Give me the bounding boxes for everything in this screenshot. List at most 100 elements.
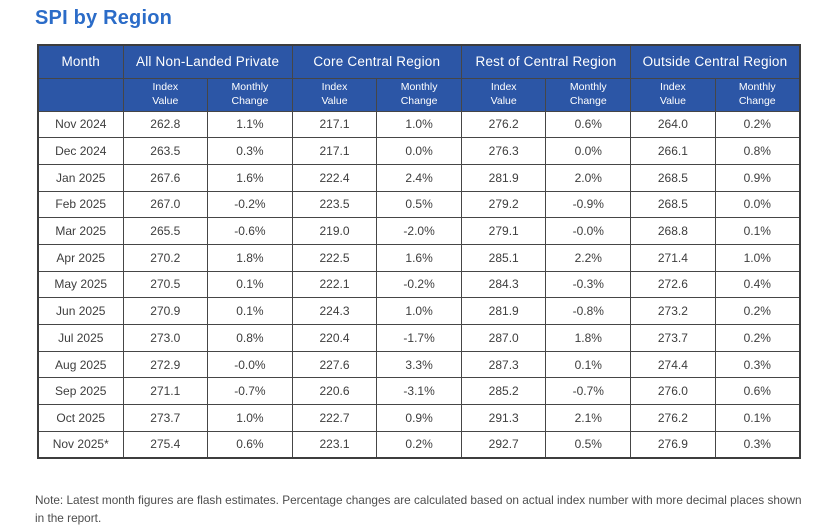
index-value-cell: 279.1 xyxy=(460,217,547,245)
monthly-change-cell: 0.9% xyxy=(714,163,801,192)
monthly-change-cell: -0.8% xyxy=(545,297,632,325)
monthly-change-cell: -0.9% xyxy=(545,190,632,219)
index-value-cell: 263.5 xyxy=(122,137,209,165)
index-value-cell: 276.9 xyxy=(630,430,716,459)
index-value-cell: 276.3 xyxy=(460,137,547,165)
index-value-cell: 271.4 xyxy=(630,243,716,272)
index-value-cell: 217.1 xyxy=(291,137,378,165)
index-value-cell: 276.2 xyxy=(630,404,716,432)
monthly-change-cell: -0.7% xyxy=(545,377,632,406)
monthly-change-cell: -1.7% xyxy=(376,324,462,352)
index-value-cell: 219.0 xyxy=(291,217,378,245)
index-value-cell: 267.6 xyxy=(122,163,209,192)
monthly-change-cell: -0.6% xyxy=(207,217,293,245)
month-cell: Jan 2025 xyxy=(37,163,124,192)
month-cell: Mar 2025 xyxy=(37,217,124,245)
subheader-monthly-change: Monthly Change xyxy=(545,77,632,112)
month-cell: Feb 2025 xyxy=(37,190,124,219)
month-column-subheader-empty xyxy=(37,77,124,112)
index-value-cell: 222.7 xyxy=(291,404,378,432)
monthly-change-cell: 1.8% xyxy=(545,324,632,352)
monthly-change-cell: 0.5% xyxy=(376,190,462,219)
monthly-change-cell: -0.7% xyxy=(207,377,293,406)
monthly-change-cell: 3.3% xyxy=(376,350,462,379)
month-cell: Apr 2025 xyxy=(37,243,124,272)
index-value-cell: 272.9 xyxy=(122,350,209,379)
month-cell: Dec 2024 xyxy=(37,137,124,165)
group-header-outside-central-region: Outside Central Region xyxy=(630,44,801,79)
index-value-cell: 266.1 xyxy=(630,137,716,165)
monthly-change-cell: -0.2% xyxy=(376,270,462,299)
monthly-change-cell: 0.0% xyxy=(714,190,801,219)
group-header-row: Month All Non-Landed Private Core Centra… xyxy=(37,44,801,79)
index-value-cell: 271.1 xyxy=(122,377,209,406)
index-value-cell: 284.3 xyxy=(460,270,547,299)
table-row: May 2025 270.5 0.1% 222.1 -0.2% 284.3 -0.3% 272… xyxy=(37,270,801,299)
index-value-cell: 285.2 xyxy=(460,377,547,406)
group-header-all-non-landed-private: All Non-Landed Private xyxy=(122,44,293,79)
monthly-change-cell: 0.8% xyxy=(714,137,801,165)
table-row: Nov 2024 262.8 1.1% 217.1 1.0% 276.2 0.6% 264.0… xyxy=(37,110,801,139)
index-value-cell: 268.8 xyxy=(630,217,716,245)
month-cell: Oct 2025 xyxy=(37,404,124,432)
monthly-change-cell: 0.1% xyxy=(545,350,632,379)
subheader-index-value: Index Value xyxy=(122,77,209,112)
monthly-change-cell: 0.2% xyxy=(714,110,801,139)
index-value-cell: 292.7 xyxy=(460,430,547,459)
monthly-change-cell: 1.6% xyxy=(376,243,462,272)
month-cell: Jun 2025 xyxy=(37,297,124,325)
monthly-change-cell: 0.4% xyxy=(714,270,801,299)
table-row: Jan 2025 267.6 1.6% 222.4 2.4% 281.9 2.0% 268.5… xyxy=(37,163,801,192)
monthly-change-cell: 0.3% xyxy=(714,350,801,379)
monthly-change-cell: -0.3% xyxy=(545,270,632,299)
month-cell: Jul 2025 xyxy=(37,324,124,352)
index-value-cell: 270.9 xyxy=(122,297,209,325)
index-value-cell: 268.5 xyxy=(630,163,716,192)
monthly-change-cell: 0.9% xyxy=(376,404,462,432)
monthly-change-cell: 2.2% xyxy=(545,243,632,272)
monthly-change-cell: 0.2% xyxy=(714,297,801,325)
monthly-change-cell: 1.6% xyxy=(207,163,293,192)
monthly-change-cell: -0.0% xyxy=(207,350,293,379)
monthly-change-cell: 1.0% xyxy=(207,404,293,432)
month-cell: Nov 2024 xyxy=(37,110,124,139)
monthly-change-cell: 0.6% xyxy=(207,430,293,459)
monthly-change-cell: 0.3% xyxy=(207,137,293,165)
month-column-header: Month xyxy=(37,44,124,79)
monthly-change-cell: 0.6% xyxy=(545,110,632,139)
index-value-cell: 223.5 xyxy=(291,190,378,219)
monthly-change-cell: 0.1% xyxy=(207,270,293,299)
monthly-change-cell: 1.0% xyxy=(376,110,462,139)
index-value-cell: 281.9 xyxy=(460,163,547,192)
monthly-change-cell: 0.1% xyxy=(207,297,293,325)
monthly-change-cell: 0.0% xyxy=(545,137,632,165)
index-value-cell: 279.2 xyxy=(460,190,547,219)
spi-by-region-table: Month All Non-Landed Private Core Centra… xyxy=(37,44,801,459)
subheader-index-value: Index Value xyxy=(460,77,547,112)
index-value-cell: 291.3 xyxy=(460,404,547,432)
group-header-core-central-region: Core Central Region xyxy=(291,44,462,79)
monthly-change-cell: 1.0% xyxy=(714,243,801,272)
monthly-change-cell: -0.2% xyxy=(207,190,293,219)
table-row: Jul 2025 273.0 0.8% 220.4 -1.7% 287.0 1.8% 273.… xyxy=(37,324,801,352)
index-value-cell: 220.4 xyxy=(291,324,378,352)
index-value-cell: 276.0 xyxy=(630,377,716,406)
monthly-change-cell: 1.8% xyxy=(207,243,293,272)
index-value-cell: 223.1 xyxy=(291,430,378,459)
monthly-change-cell: 0.1% xyxy=(714,404,801,432)
monthly-change-cell: -2.0% xyxy=(376,217,462,245)
monthly-change-cell: 0.1% xyxy=(714,217,801,245)
index-value-cell: 287.0 xyxy=(460,324,547,352)
index-value-cell: 273.0 xyxy=(122,324,209,352)
monthly-change-cell: -0.0% xyxy=(545,217,632,245)
subheader-index-value: Index Value xyxy=(291,77,378,112)
index-value-cell: 222.5 xyxy=(291,243,378,272)
monthly-change-cell: 0.0% xyxy=(376,137,462,165)
month-cell: Nov 2025* xyxy=(37,430,124,459)
index-value-cell: 273.2 xyxy=(630,297,716,325)
index-value-cell: 287.3 xyxy=(460,350,547,379)
month-cell: Aug 2025 xyxy=(37,350,124,379)
monthly-change-cell: 2.4% xyxy=(376,163,462,192)
index-value-cell: 222.1 xyxy=(291,270,378,299)
monthly-change-cell: 1.1% xyxy=(207,110,293,139)
